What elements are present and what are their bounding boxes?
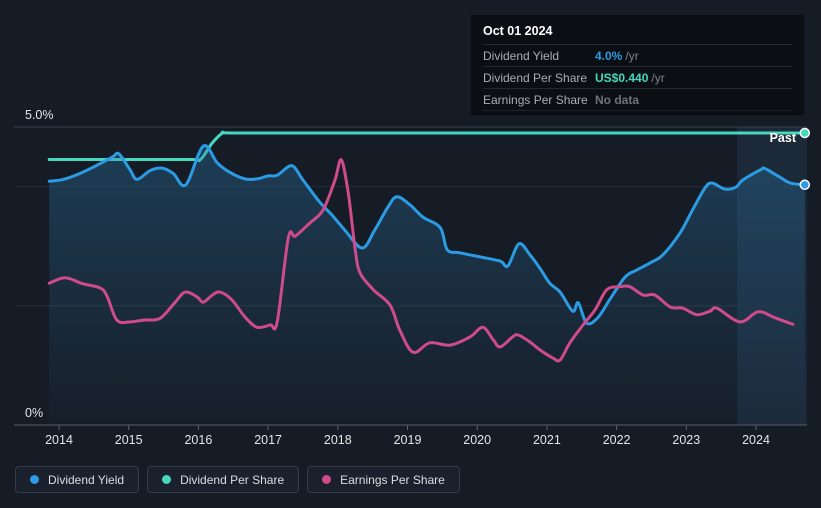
svg-text:2015: 2015 bbox=[115, 433, 143, 447]
tooltip-row-earnings-per-share: Earnings Per Share No data bbox=[483, 89, 792, 111]
legend-label: Earnings Per Share bbox=[340, 472, 445, 487]
legend-item-dividend-per-share[interactable]: Dividend Per Share bbox=[147, 466, 300, 493]
tooltip-label: Dividend Per Share bbox=[483, 70, 588, 85]
tooltip-value-suffix: /yr bbox=[651, 70, 665, 85]
tooltip-label: Earnings Per Share bbox=[483, 92, 588, 107]
svg-text:2022: 2022 bbox=[603, 433, 631, 447]
tooltip-value: 4.0% bbox=[595, 48, 623, 63]
legend-item-dividend-yield[interactable]: Dividend Yield bbox=[15, 466, 140, 493]
tooltip-label: Dividend Yield bbox=[483, 48, 560, 63]
past-label: Past bbox=[769, 131, 796, 145]
tooltip-value: US$0.440 bbox=[595, 70, 649, 85]
svg-text:5.0%: 5.0% bbox=[25, 108, 54, 122]
series-dot-icon bbox=[322, 475, 332, 484]
tooltip-row-dividend-per-share: Dividend Per Share US$0.440 /yr bbox=[483, 67, 792, 89]
tooltip-date: Oct 01 2024 bbox=[483, 21, 792, 45]
series-dot-icon bbox=[162, 475, 172, 484]
legend-item-earnings-per-share[interactable]: Earnings Per Share bbox=[307, 466, 460, 493]
svg-text:2018: 2018 bbox=[324, 433, 352, 447]
chart-tooltip: Oct 01 2024 Dividend Yield 4.0% /yr Divi… bbox=[470, 14, 805, 116]
svg-text:2014: 2014 bbox=[45, 433, 73, 447]
tooltip-row-dividend-yield: Dividend Yield 4.0% /yr bbox=[483, 45, 792, 67]
svg-text:2017: 2017 bbox=[254, 433, 282, 447]
svg-text:2019: 2019 bbox=[394, 433, 422, 447]
legend: Dividend Yield Dividend Per Share Earnin… bbox=[15, 466, 460, 493]
svg-text:2016: 2016 bbox=[184, 433, 212, 447]
svg-text:0%: 0% bbox=[25, 406, 43, 420]
series-dot-icon bbox=[30, 475, 39, 484]
svg-text:2024: 2024 bbox=[742, 433, 770, 447]
svg-text:2020: 2020 bbox=[463, 433, 491, 447]
legend-label: Dividend Yield bbox=[48, 472, 125, 487]
tooltip-value-suffix: /yr bbox=[625, 48, 639, 63]
svg-text:2021: 2021 bbox=[533, 433, 561, 447]
svg-text:2023: 2023 bbox=[672, 433, 700, 447]
tooltip-value: No data bbox=[595, 92, 640, 107]
legend-label: Dividend Per Share bbox=[180, 472, 285, 487]
chart-canvas[interactable]: 5.0% 0%2014 2015 2016 2017 2018 2019 2020 2021 20… bbox=[0, 0, 821, 460]
